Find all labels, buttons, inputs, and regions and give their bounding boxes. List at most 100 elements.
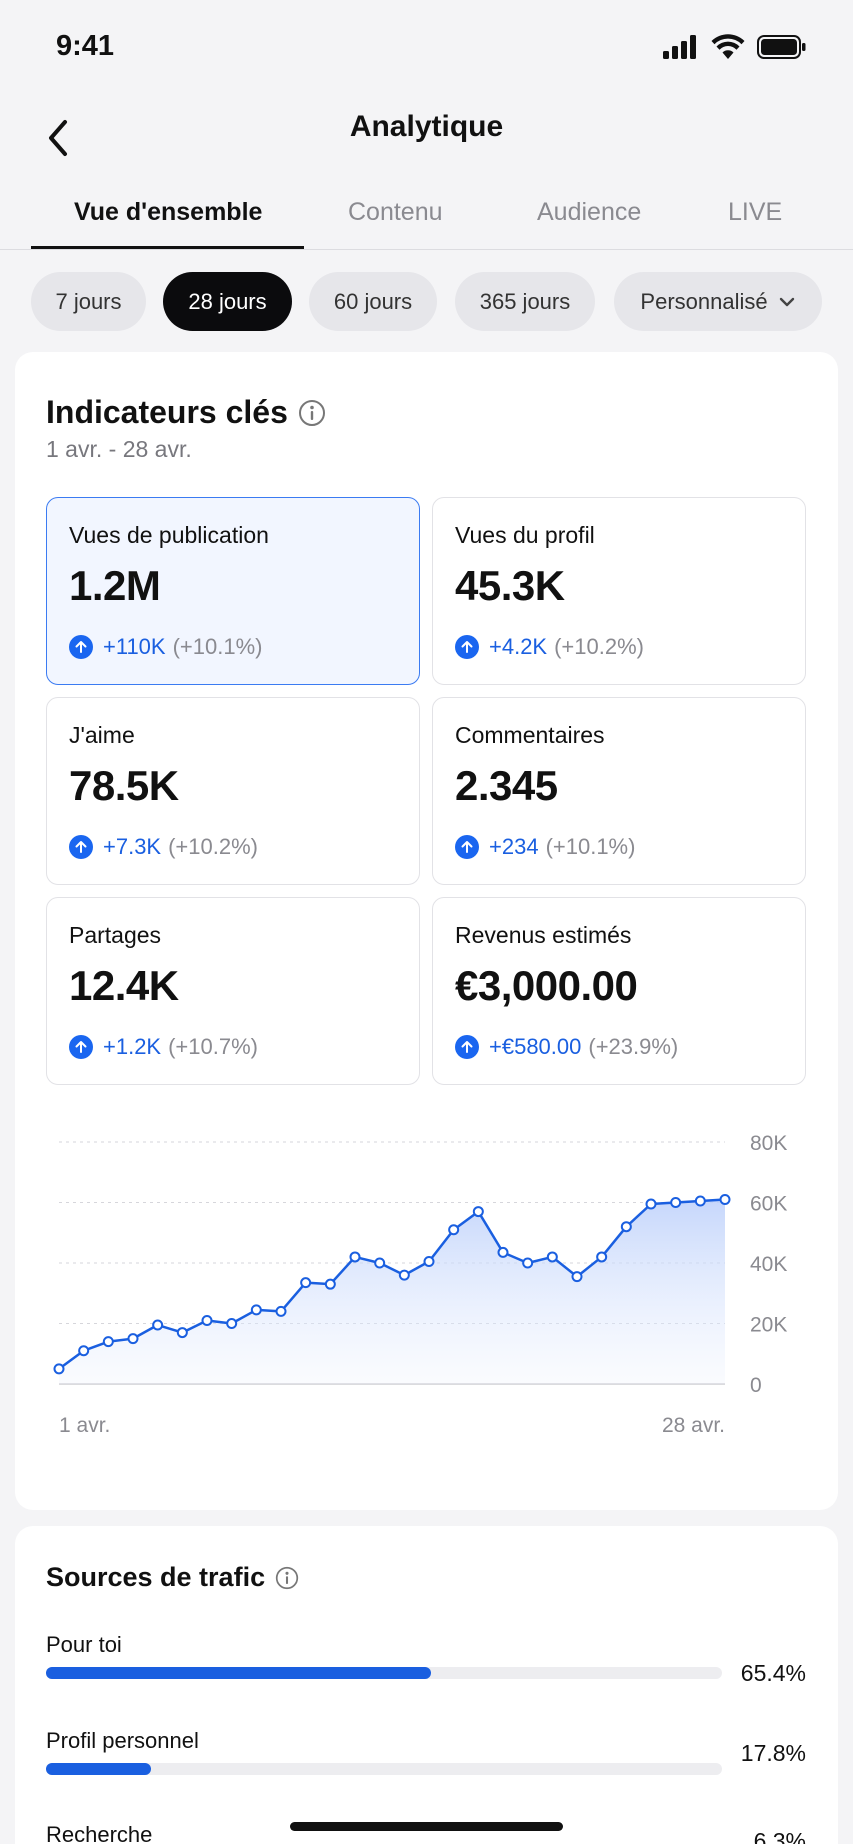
metric-change: +234 (+10.1%) bbox=[455, 834, 635, 860]
tab-live[interactable]: LIVE bbox=[728, 198, 783, 226]
tab-audience[interactable]: Audience bbox=[537, 198, 642, 226]
metric-likes[interactable]: J'aime 78.5K +7.3K (+10.2%) bbox=[46, 697, 420, 885]
metric-pct: (+10.1%) bbox=[545, 834, 636, 859]
y-tick-label: 80K bbox=[750, 1132, 787, 1155]
chip-7-days[interactable]: 7 jours bbox=[31, 272, 146, 331]
data-point[interactable] bbox=[374, 1257, 386, 1269]
chip-60-days[interactable]: 60 jours bbox=[309, 272, 437, 331]
chip-28-days[interactable]: 28 jours bbox=[163, 272, 292, 331]
date-range-label: 1 avr. - 28 avr. bbox=[46, 436, 192, 462]
traffic-bar-fill bbox=[46, 1667, 431, 1679]
key-metrics-heading: Indicateurs clés bbox=[46, 394, 326, 431]
data-point[interactable] bbox=[275, 1305, 287, 1317]
data-point[interactable] bbox=[201, 1314, 213, 1326]
traffic-bar-track bbox=[46, 1667, 722, 1679]
metric-shares[interactable]: Partages 12.4K +1.2K (+10.7%) bbox=[46, 897, 420, 1085]
y-tick-label: 20K bbox=[750, 1314, 787, 1337]
y-tick-label: 0 bbox=[750, 1374, 762, 1397]
data-point[interactable] bbox=[127, 1333, 139, 1345]
data-point[interactable] bbox=[497, 1246, 509, 1258]
traffic-bar-fill bbox=[46, 1763, 151, 1775]
metric-change: +4.2K (+10.2%) bbox=[455, 634, 644, 660]
data-point[interactable] bbox=[448, 1224, 460, 1236]
metric-value: 45.3K bbox=[455, 562, 565, 609]
metric-pct: (+10.2%) bbox=[168, 834, 258, 859]
data-point[interactable] bbox=[423, 1255, 435, 1267]
date-range-chips: 7 jours 28 jours 60 jours 365 jours Pers… bbox=[0, 272, 853, 332]
metric-delta: +110K bbox=[103, 634, 166, 659]
metric-value: 78.5K bbox=[69, 762, 179, 809]
back-button[interactable] bbox=[28, 108, 88, 168]
metric-pct: (+10.7%) bbox=[168, 1034, 258, 1059]
chip-custom-label: Personnalisé bbox=[640, 288, 768, 314]
metric-delta: +4.2K bbox=[489, 634, 548, 659]
metric-value: 1.2M bbox=[69, 562, 161, 609]
traffic-bar-track bbox=[46, 1763, 722, 1775]
y-tick-label: 60K bbox=[750, 1193, 787, 1216]
metric-label: Vues du profil bbox=[455, 522, 595, 548]
data-point[interactable] bbox=[596, 1251, 608, 1263]
data-point[interactable] bbox=[522, 1257, 534, 1269]
traffic-pct: 65.4% bbox=[740, 1660, 806, 1686]
data-point[interactable] bbox=[78, 1345, 90, 1357]
y-tick-label: 40K bbox=[750, 1253, 787, 1276]
data-point[interactable] bbox=[349, 1251, 361, 1263]
data-point[interactable] bbox=[176, 1327, 188, 1339]
tab-content[interactable]: Contenu bbox=[348, 198, 443, 226]
metric-estimated-revenue[interactable]: Revenus estimés €3,000.00 +€580.00 (+23.… bbox=[432, 897, 806, 1085]
data-point[interactable] bbox=[53, 1363, 65, 1375]
metric-value: 2.345 bbox=[455, 762, 558, 809]
arrow-up-icon bbox=[69, 835, 93, 859]
metric-profile-views[interactable]: Vues du profil 45.3K +4.2K (+10.2%) bbox=[432, 497, 806, 685]
data-point[interactable] bbox=[620, 1221, 632, 1233]
info-icon[interactable] bbox=[298, 399, 326, 427]
metric-label: Commentaires bbox=[455, 722, 605, 748]
tab-overview[interactable]: Vue d'ensemble bbox=[74, 198, 263, 226]
status-bar: 9:41 bbox=[0, 0, 853, 96]
metric-change: +7.3K (+10.2%) bbox=[69, 834, 258, 860]
data-point[interactable] bbox=[324, 1278, 336, 1290]
metric-post-views[interactable]: Vues de publication 1.2M +110K (+10.1%) bbox=[46, 497, 420, 685]
arrow-up-icon bbox=[455, 635, 479, 659]
views-trend-chart[interactable]: 0 20K 40K 60K 80K 1 avr. 28 avr. bbox=[15, 1120, 838, 1520]
metric-label: Revenus estimés bbox=[455, 922, 632, 948]
data-point[interactable] bbox=[670, 1197, 682, 1208]
data-point[interactable] bbox=[102, 1336, 114, 1348]
data-point[interactable] bbox=[694, 1195, 706, 1207]
page-title: Analytique bbox=[349, 110, 504, 143]
metric-comments[interactable]: Commentaires 2.345 +234 (+10.1%) bbox=[432, 697, 806, 885]
arrow-up-icon bbox=[455, 835, 479, 859]
chip-365-days[interactable]: 365 jours bbox=[455, 272, 595, 331]
home-indicator bbox=[290, 1822, 563, 1831]
arrow-up-icon bbox=[455, 1035, 479, 1059]
x-tick-label: 28 avr. bbox=[662, 1414, 725, 1437]
data-point[interactable] bbox=[300, 1277, 312, 1289]
metric-delta: +234 bbox=[489, 834, 539, 859]
data-point[interactable] bbox=[226, 1318, 238, 1329]
chevron-left-icon bbox=[49, 120, 67, 156]
data-point[interactable] bbox=[152, 1319, 164, 1331]
data-point[interactable] bbox=[546, 1251, 558, 1263]
key-metrics-title: Indicateurs clés bbox=[46, 394, 288, 430]
metric-change: +110K (+10.1%) bbox=[69, 634, 263, 660]
arrow-up-icon bbox=[69, 635, 93, 659]
data-point[interactable] bbox=[719, 1193, 731, 1205]
data-point[interactable] bbox=[250, 1304, 262, 1316]
chip-custom[interactable]: Personnalisé bbox=[614, 272, 822, 331]
traffic-heading: Sources de trafic bbox=[46, 1562, 299, 1593]
status-icons bbox=[663, 34, 807, 60]
data-point[interactable] bbox=[398, 1269, 410, 1281]
traffic-label: Recherche bbox=[46, 1822, 153, 1844]
info-icon[interactable] bbox=[275, 1566, 299, 1590]
traffic-label: Pour toi bbox=[46, 1632, 122, 1657]
metric-pct: (+23.9%) bbox=[588, 1034, 679, 1059]
series-line bbox=[58, 1198, 726, 1370]
metric-change: +€580.00 (+23.9%) bbox=[455, 1034, 678, 1060]
data-point[interactable] bbox=[571, 1271, 583, 1283]
arrow-up-icon bbox=[69, 1035, 93, 1059]
data-point[interactable] bbox=[645, 1198, 657, 1210]
x-tick-label: 1 avr. bbox=[59, 1414, 110, 1437]
data-point[interactable] bbox=[472, 1206, 484, 1218]
series-area bbox=[59, 1199, 725, 1384]
traffic-pct: 17.8% bbox=[740, 1740, 806, 1766]
